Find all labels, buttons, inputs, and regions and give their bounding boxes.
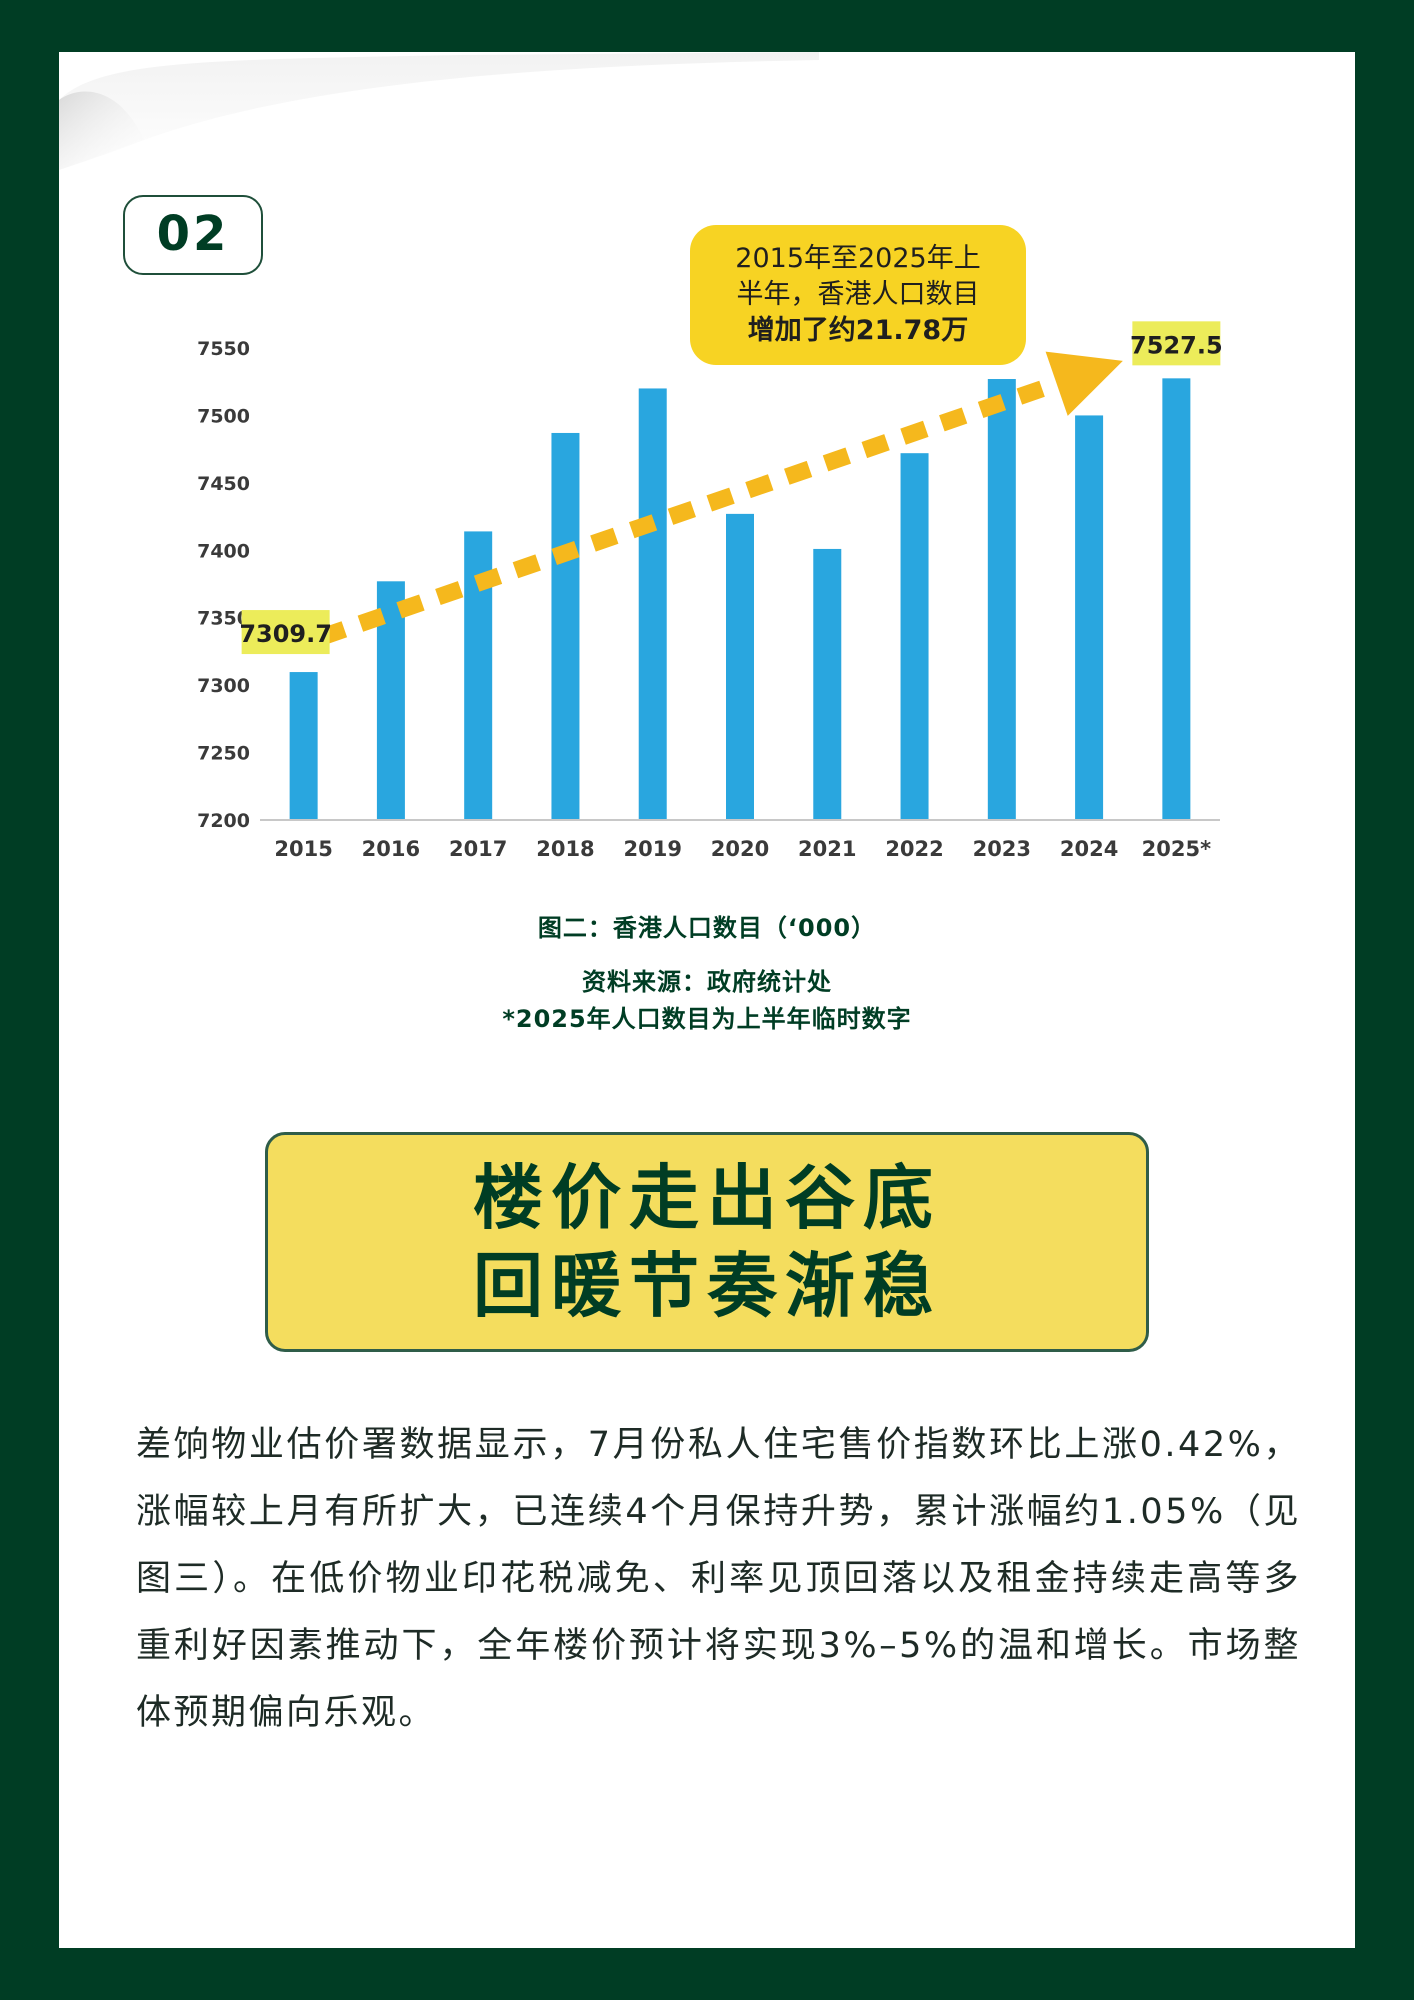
headline-line-1: 楼价走出谷底 bbox=[473, 1157, 941, 1239]
x-tick-label: 2019 bbox=[624, 837, 682, 861]
y-tick-label: 7500 bbox=[197, 405, 250, 427]
x-tick-label: 2020 bbox=[711, 837, 769, 861]
headline-line-2: 回暖节奏渐稳 bbox=[473, 1245, 941, 1327]
bar bbox=[638, 388, 667, 820]
bar bbox=[726, 513, 754, 820]
y-axis: 7200 7250 7300 7350 7400 7450 7500 7550 bbox=[197, 338, 250, 832]
y-tick-label: 7400 bbox=[197, 540, 250, 562]
x-tick-label: 2017 bbox=[449, 837, 507, 861]
callout-line-1: 2015年至2025年上 bbox=[735, 243, 980, 274]
figure-caption: 图二：香港人口数目（‘000） bbox=[537, 914, 877, 942]
bar bbox=[1162, 378, 1191, 820]
page-curl-decoration bbox=[59, 40, 819, 170]
bar bbox=[289, 672, 318, 820]
bar bbox=[813, 548, 842, 820]
end-value-label: 7527.5 bbox=[1130, 331, 1223, 359]
section-headline: 楼价走出谷底 回暖节奏渐稳 bbox=[265, 1132, 1149, 1352]
bar bbox=[900, 453, 929, 820]
start-value-label-bg bbox=[241, 610, 330, 655]
x-tick-label: 2018 bbox=[536, 837, 594, 861]
y-tick-label: 7200 bbox=[197, 810, 250, 832]
bar bbox=[1075, 415, 1104, 820]
callout-box bbox=[690, 225, 1026, 365]
footnote: *2025年人口数目为上半年临时数字 bbox=[502, 1005, 912, 1033]
start-value-label: 7309.7 bbox=[239, 620, 332, 648]
x-tick-label: 2016 bbox=[362, 837, 420, 861]
section-number-badge: 02 bbox=[123, 195, 263, 275]
bars bbox=[289, 378, 1191, 820]
x-tick-label: 2023 bbox=[973, 837, 1031, 861]
trend-arrow bbox=[318, 351, 1123, 646]
paper-sheet bbox=[59, 52, 1355, 1948]
bar bbox=[987, 379, 1016, 820]
x-tick-label: 2015 bbox=[274, 837, 332, 861]
y-tick-label: 7300 bbox=[197, 675, 250, 697]
x-tick-label: 2025* bbox=[1142, 837, 1211, 861]
trend-line bbox=[318, 378, 1052, 646]
trend-arrowhead bbox=[1045, 351, 1123, 416]
value-labels: 7309.7 7527.5 bbox=[239, 321, 1223, 655]
x-tick-label: 2024 bbox=[1060, 837, 1118, 861]
callout-line-3: 增加了约21.78万 bbox=[748, 314, 968, 346]
y-tick-label: 7250 bbox=[197, 743, 250, 765]
x-tick-label: 2022 bbox=[885, 837, 943, 861]
y-tick-label: 7450 bbox=[197, 473, 250, 495]
x-axis: 2015 2016 2017 2018 2019 2020 2021 2022 2023 2024… bbox=[260, 819, 1220, 861]
body-paragraph: 差饷物业估价署数据显示，7月份私人住宅售价指数环比上涨0.42%，涨幅较上月有所… bbox=[136, 1425, 1301, 1733]
source-note: 资料来源：政府统计处 bbox=[582, 968, 832, 996]
callout-line-2: 半年，香港人口数目 bbox=[737, 279, 980, 310]
y-tick-label: 7350 bbox=[197, 608, 250, 630]
end-value-label-bg bbox=[1132, 321, 1221, 366]
bar bbox=[551, 432, 580, 820]
x-tick-label: 2021 bbox=[798, 837, 856, 861]
y-tick-label: 7550 bbox=[197, 338, 250, 360]
